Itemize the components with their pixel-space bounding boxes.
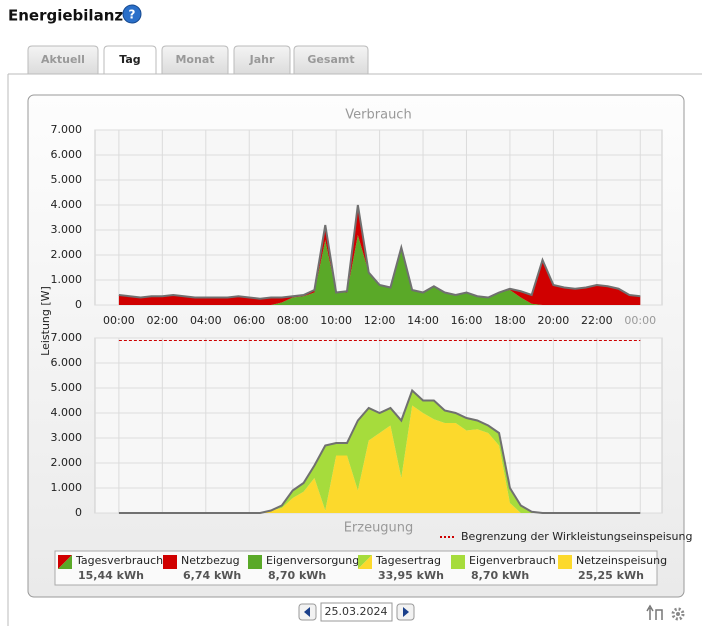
y-tick-label: 4.000 xyxy=(51,406,83,419)
limit-legend-label: Begrenzung der Wirkleistungseinspeisung xyxy=(461,530,692,543)
legend-value: 33,95 kWh xyxy=(378,569,444,582)
x-tick-label: 08:00 xyxy=(277,314,309,327)
y-tick-label: 0 xyxy=(75,506,82,519)
legend-label: Netzeinspeisung xyxy=(576,554,667,567)
y-tick-label: 6.000 xyxy=(51,356,83,369)
y-tick-label: 3.000 xyxy=(51,431,83,444)
tab[interactable] xyxy=(161,45,229,74)
legend-value: 15,44 kWh xyxy=(78,569,144,582)
legend-value: 25,25 kWh xyxy=(578,569,644,582)
tab-label: Tag xyxy=(119,53,140,66)
chart-title: Verbrauch xyxy=(345,108,411,123)
y-tick-label: 2.000 xyxy=(51,248,83,261)
date-nav: 25.03.2024 xyxy=(298,602,415,622)
tab-label: Gesamt xyxy=(307,53,354,66)
legend-swatch xyxy=(163,555,177,569)
y-tick-label: 1.000 xyxy=(51,273,83,286)
y-tick-label: 5.000 xyxy=(51,381,83,394)
x-tick-label: 12:00 xyxy=(364,314,396,327)
tab[interactable] xyxy=(233,45,291,74)
x-tick-label: 16:00 xyxy=(451,314,483,327)
content-border xyxy=(7,73,702,626)
y-tick-label: 1.000 xyxy=(51,481,83,494)
charts: Verbrauch 00:00 02:00 04:00 06:00 08:00 10:00 1… xyxy=(39,108,692,544)
area xyxy=(118,235,641,305)
x-tick-label: 22:00 xyxy=(581,314,613,327)
page-title: Energiebilanz xyxy=(8,7,123,25)
legend-swatch xyxy=(558,555,572,569)
legend-label: Tagesverbrauch xyxy=(75,554,163,567)
legend-label: Eigenverbrauch xyxy=(469,554,556,567)
y-tick-label: 6.000 xyxy=(51,148,83,161)
legend-swatch xyxy=(248,555,262,569)
legend-value: 8,70 kWh xyxy=(268,569,326,582)
help-icon[interactable]: ? xyxy=(122,4,142,24)
area xyxy=(118,390,641,513)
x-tick-label: 00:00 xyxy=(103,314,135,327)
total-outline xyxy=(118,204,641,300)
y-tick-label: 7.000 xyxy=(51,123,83,136)
total-outline xyxy=(118,388,641,514)
tabs: Aktuell Tag Monat Jahr Gesamt xyxy=(27,45,369,74)
tab-label: Monat xyxy=(175,53,214,66)
legend-box xyxy=(54,550,658,586)
y-tick-label: 0 xyxy=(75,298,82,311)
y-tick-label: 4.000 xyxy=(51,198,83,211)
y-tick-label: 2.000 xyxy=(51,456,83,469)
legend-swatch xyxy=(58,555,72,569)
chart-title: Erzeugung xyxy=(344,521,414,536)
area xyxy=(118,205,641,305)
legend-label: Eigenversorgung xyxy=(266,554,359,567)
tab[interactable] xyxy=(103,45,157,74)
date: 25.03.2024 xyxy=(325,605,388,618)
help-glyph: ? xyxy=(129,8,136,22)
settings-icon[interactable] xyxy=(671,607,685,621)
next-day[interactable] xyxy=(396,603,415,621)
x-tick-label: 02:00 xyxy=(146,314,178,327)
x-tick-label: 06:00 xyxy=(233,314,265,327)
legend: Tagesverbrauch 15,44 kWh Netzbezug 6,74 kWh… xyxy=(58,554,667,582)
legend-swatch xyxy=(451,555,465,569)
tab[interactable] xyxy=(27,45,99,74)
export-icon[interactable] xyxy=(646,604,663,620)
legend-label: Netzbezug xyxy=(181,554,240,567)
x-tick-label: 00:00 xyxy=(624,314,656,327)
x-tick-label: 20:00 xyxy=(538,314,570,327)
y-axis-label: Leistung [W] xyxy=(39,286,52,356)
legend-label: Tagesertrag xyxy=(375,554,441,567)
y-tick-label: 7.000 xyxy=(51,331,83,344)
area xyxy=(118,405,641,513)
legend-value: 8,70 kWh xyxy=(471,569,529,582)
plot-area xyxy=(94,129,663,306)
prev-day[interactable] xyxy=(298,603,317,621)
tab[interactable] xyxy=(293,45,369,74)
tab-label: Jahr xyxy=(249,53,275,66)
y-tick-label: 3.000 xyxy=(51,223,83,236)
y-tick-label: 5.000 xyxy=(51,173,83,186)
legend-value: 6,74 kWh xyxy=(183,569,241,582)
x-tick-label: 10:00 xyxy=(320,314,352,327)
x-tick-label: 18:00 xyxy=(494,314,526,327)
date-box[interactable] xyxy=(320,602,393,622)
legend-swatch xyxy=(358,555,372,569)
tab-label: Aktuell xyxy=(41,53,85,66)
x-tick-label: 04:00 xyxy=(190,314,222,327)
x-tick-label: 14:00 xyxy=(407,314,439,327)
